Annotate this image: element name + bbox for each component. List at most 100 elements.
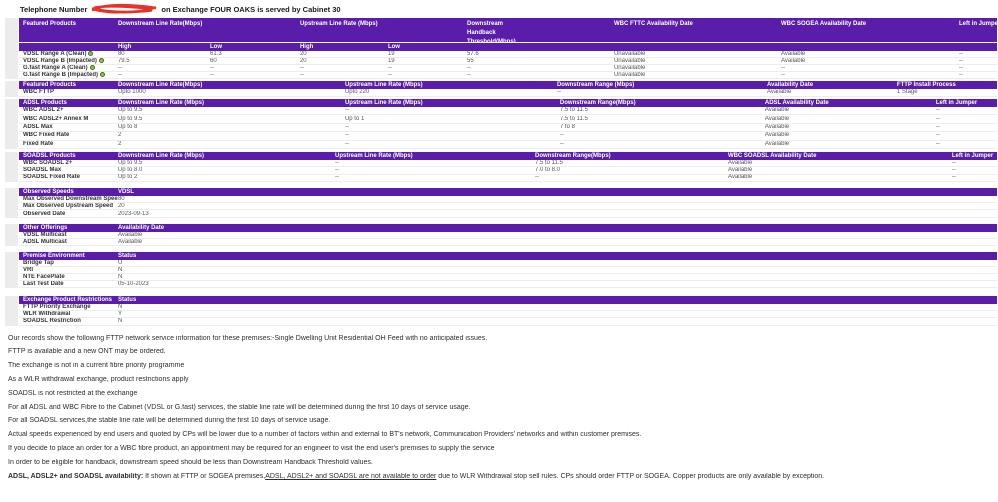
column-header-upstream-line-rate: Upstream Line Rate (Mbps) xyxy=(344,82,423,88)
row-value: Upto 220 xyxy=(344,89,370,95)
redaction-scribble-icon xyxy=(92,3,157,14)
table-row: VDSL Multicast Available xyxy=(19,232,997,239)
row-value: -- xyxy=(117,72,122,78)
exchange-restrictions-table: Exchange Product Restrictions Status FTT… xyxy=(19,295,997,326)
column-header-downstream-range: Downstream Range(Mbps) xyxy=(534,152,611,159)
section-gutter xyxy=(5,81,18,97)
column-header-fttp-install-process: FTTP Install Process xyxy=(896,82,956,88)
row-value: -- xyxy=(958,65,963,71)
column-header-downstream-line-rate: Downstream Line Rate (Mbps) xyxy=(117,152,204,159)
availability-note-pre: If shown at FTTP or SOGEA premises, xyxy=(143,472,266,480)
table-row: NTE FacePlate N xyxy=(19,274,997,281)
row-value: 1 Stage xyxy=(896,89,918,95)
row-value: -- xyxy=(559,140,564,147)
availability-note-underlined: ADSL, ADSL2+ and SOADSL are not availabl… xyxy=(265,472,437,480)
note-engineer-appointment: If you decide to place an order for a WB… xyxy=(8,445,495,452)
subheader-high: High xyxy=(299,44,314,50)
table-row: G.fast Range A (Clean) -- -- -- -- -- Unavaila… xyxy=(19,65,997,72)
table-row: Max Observed Downstream Speed 80 xyxy=(19,195,997,204)
column-header-downstream-handback-threshold: Downstream Handback Threshold(Mbps) xyxy=(467,21,516,42)
table-row: ADSL Max Up to 8 -- 7 to 8 Available -- xyxy=(19,123,997,133)
section-gutter xyxy=(5,295,18,326)
column-header-left-in-jumper: Left in Jumper xyxy=(959,21,997,27)
table-row: WBC ADSL 2+ Up to 9.5 -- 7.5 to 11.5 Availab… xyxy=(19,107,997,116)
row-value: -- xyxy=(344,107,349,114)
info-icon[interactable] xyxy=(98,58,104,63)
column-header-downstream-line-rate: Downstream Line Rate(Mbps) xyxy=(117,21,203,27)
column-header-upstream-line-rate: Upstream Line Rate (Mbps) xyxy=(334,152,413,159)
row-value: -- xyxy=(958,51,963,57)
note-stable-line-rate-soadsl: For all SOADSL services,the stable line … xyxy=(8,417,331,425)
section-gutter xyxy=(5,251,18,288)
info-icon[interactable] xyxy=(100,72,106,77)
row-value: -- xyxy=(209,72,214,78)
row-value: -- xyxy=(951,174,956,181)
table-header: Observed Speeds VDSL xyxy=(19,187,997,196)
column-header-availability-date: Availability Date xyxy=(766,82,814,88)
table-row: Bridge Tap U xyxy=(19,260,997,267)
section-gutter xyxy=(5,18,18,79)
subheader-spacer xyxy=(781,43,959,51)
info-icon[interactable] xyxy=(88,51,94,56)
row-value: Up to 9.5 xyxy=(117,159,143,166)
other-offerings-section: Other Offerings Availability Date VDSL M… xyxy=(5,223,997,246)
section-gutter xyxy=(5,187,18,218)
table-body: WBC SOADSL 2+ Up to 9.5 -- 7.5 to 11.5 Avail… xyxy=(19,160,997,182)
row-value: U xyxy=(117,259,123,266)
row-value: 80 xyxy=(117,195,125,202)
row-value: -- xyxy=(466,72,471,78)
table-row: VRI N xyxy=(19,267,997,274)
section-gutter xyxy=(5,99,18,149)
row-value: Available xyxy=(764,107,790,114)
table-header: Premise Environment Status xyxy=(19,251,997,260)
row-value: -- xyxy=(781,65,785,71)
row-label: Last Test Date xyxy=(23,280,64,287)
row-value: 19 xyxy=(387,58,395,64)
info-icon[interactable] xyxy=(89,65,95,70)
row-value: Upto 1000 xyxy=(117,89,146,95)
table-row: FTTP Priority Exchange N xyxy=(19,303,997,312)
row-label: WBC ADSL2+ Annex M xyxy=(23,115,89,122)
row-value: Unavailable xyxy=(613,65,646,71)
column-header-adsl-availability-date: ADSL Availability Date xyxy=(764,100,829,106)
row-value: Available xyxy=(764,115,790,122)
row-value: 20 xyxy=(117,203,125,210)
premise-environment-table: Premise Environment Status Bridge Tap U VR… xyxy=(19,251,997,288)
row-value: N xyxy=(117,303,123,310)
row-value: N xyxy=(117,273,123,280)
subheader-spacer xyxy=(467,43,614,51)
column-header-wbc-fttc-availability-date: WBC FTTC Availability Date xyxy=(613,21,693,27)
column-header-observed-speeds: Observed Speeds xyxy=(23,188,74,195)
note-stable-line-rate-adsl: For all ADSL and WBC Fibre to the Cabine… xyxy=(8,403,471,411)
column-header-upstream-line-rate: Upstream Line Rate (Mbps) xyxy=(299,21,378,27)
row-value: -- xyxy=(209,65,214,71)
column-header-featured-products: Featured Products xyxy=(23,21,77,27)
row-value: 57.6 xyxy=(466,51,479,57)
section-gutter xyxy=(5,223,18,246)
other-offerings-table: Other Offerings Availability Date VDSL M… xyxy=(19,223,997,246)
table-header: Featured Products Downstream Line Rate(M… xyxy=(19,18,997,42)
column-header-other-offerings: Other Offerings xyxy=(23,224,68,231)
note-wlr-withdrawal: As a WLR withdrawal exchange, product re… xyxy=(8,376,189,384)
row-label: WBC Fixed Rate xyxy=(23,132,70,139)
row-label: Fixed Rate xyxy=(23,140,54,147)
row-label: VDSL Multicast xyxy=(23,231,67,238)
row-value: 05-10-2023 xyxy=(117,280,149,287)
row-label: FTTP Priority Exchange xyxy=(23,303,91,310)
row-value: -- xyxy=(556,89,561,95)
note-actual-speeds: Actual speeds experienced by end users a… xyxy=(8,431,642,439)
observed-speeds-section: Observed Speeds VDSL Max Observed Downst… xyxy=(5,187,997,218)
row-value: -- xyxy=(958,58,963,64)
column-header-featured-products: Featured Products xyxy=(23,82,77,88)
row-value: -- xyxy=(781,72,785,78)
table-header: Exchange Product Restrictions Status xyxy=(19,295,997,304)
row-label: WLR Withdrawal xyxy=(23,311,71,318)
table-row: SOADSL Restriction N xyxy=(19,318,997,326)
column-header-vdsl: VDSL xyxy=(117,188,134,195)
column-header-wbc-sogea-availability-date: WBC SOGEA Availability Date xyxy=(781,21,867,27)
subheader-spacer xyxy=(614,43,781,51)
featured-products-section: Featured Products Downstream Line Rate(M… xyxy=(5,18,997,79)
column-header-downstream-line-rate: Downstream Line Rate(Mbps) xyxy=(117,82,203,88)
table-body: WBC ADSL 2+ Up to 9.5 -- 7.5 to 11.5 Availab… xyxy=(19,107,997,149)
row-label: ADSL Max xyxy=(23,123,53,130)
